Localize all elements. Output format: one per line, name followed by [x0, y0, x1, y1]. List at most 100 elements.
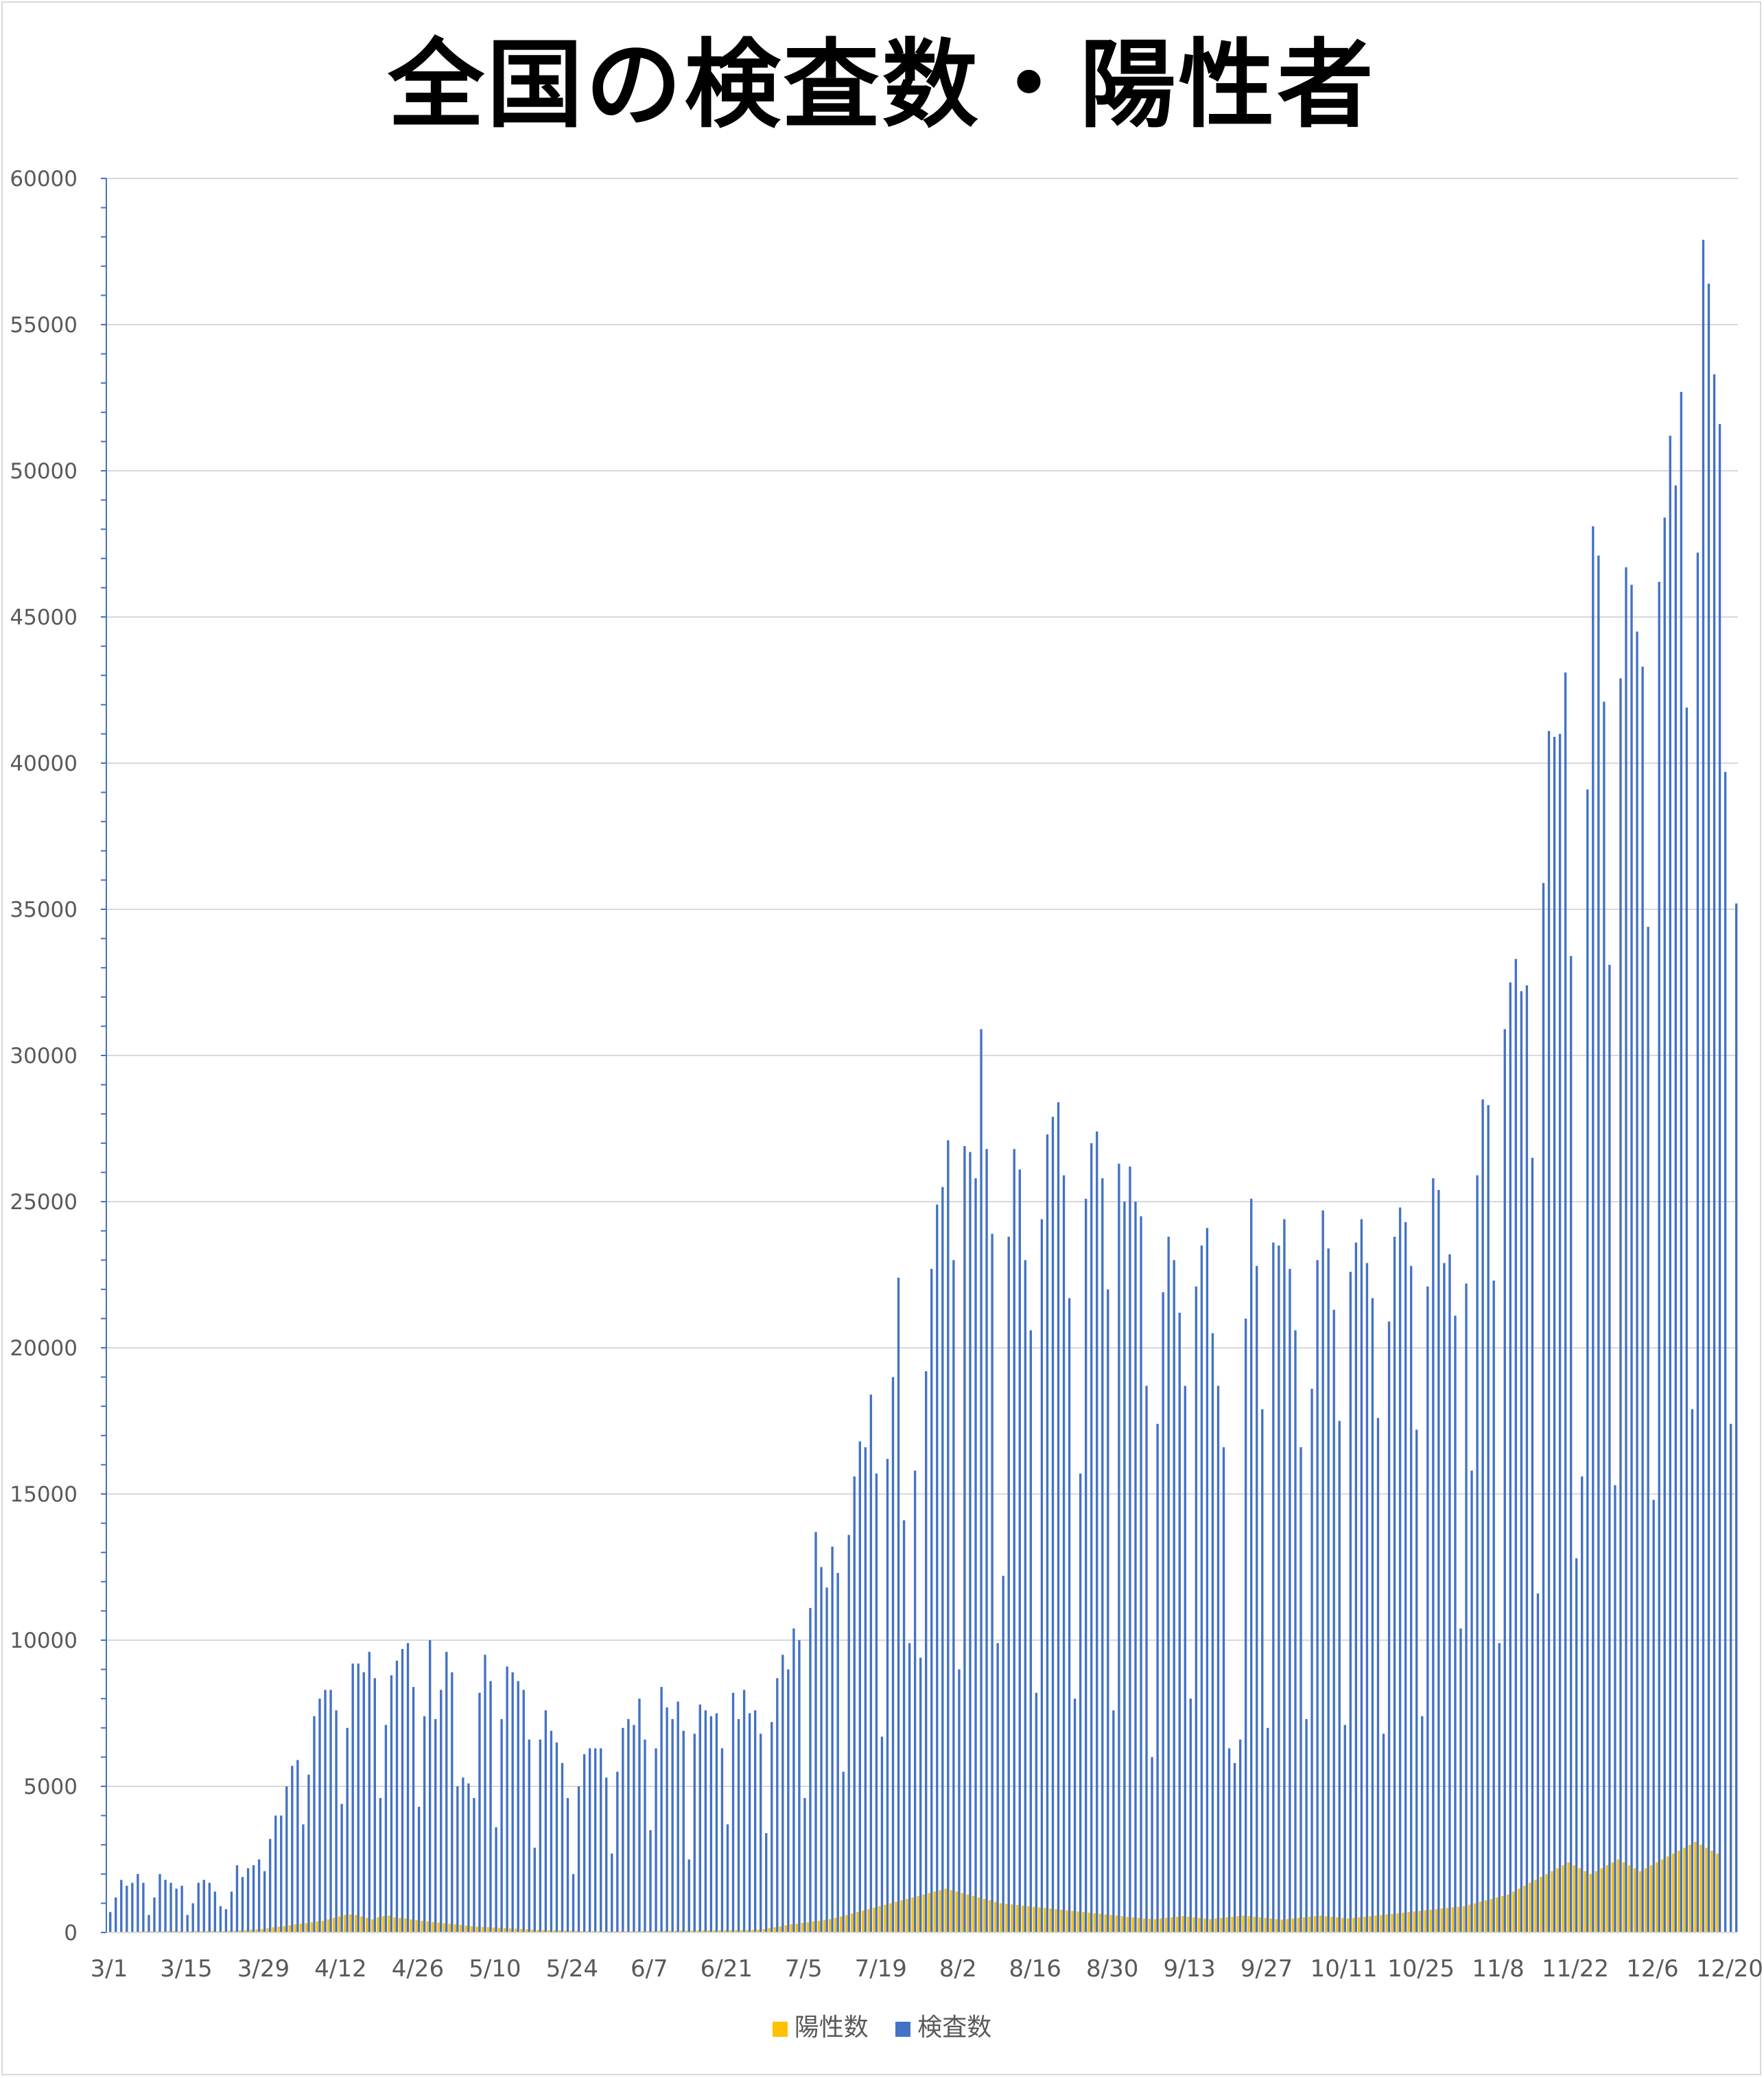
bar-tests [693, 1733, 696, 1933]
bar-positive [1567, 1862, 1570, 1933]
bar-positive [862, 1911, 865, 1933]
bar-tests [1090, 1143, 1093, 1933]
bar-tests [539, 1739, 542, 1933]
bar-positive [1501, 1895, 1504, 1933]
bar-positive [1225, 1917, 1228, 1933]
bar-tests [1300, 1447, 1302, 1933]
bar-tests [423, 1716, 426, 1933]
bar-tests [1625, 567, 1627, 1933]
bar-tests [720, 1748, 724, 1933]
bar-tests [544, 1710, 548, 1933]
bar-tests [1393, 1237, 1396, 1933]
legend-item-tests: 検査数 [895, 2007, 991, 2043]
bar-tests [880, 1736, 884, 1933]
bar-positive [988, 1900, 991, 1933]
bars [106, 240, 1738, 1933]
bar-positive [1203, 1918, 1206, 1933]
bar-tests [373, 1678, 377, 1933]
bar-positive [194, 1930, 198, 1933]
bar-tests [1227, 1748, 1231, 1933]
bar-tests [1101, 1178, 1104, 1933]
bar-positive [850, 1913, 854, 1933]
bar-tests [495, 1827, 497, 1933]
bar-tests [1029, 1330, 1033, 1933]
bar-tests [704, 1710, 707, 1933]
bar-tests [246, 1868, 250, 1933]
bar-positive [464, 1925, 467, 1933]
x-tick-label: 9/13 [1163, 1955, 1215, 1983]
bar-tests [919, 1657, 922, 1933]
bar-positive [1716, 1853, 1719, 1933]
bar-tests [897, 1277, 900, 1933]
bar-tests [1387, 1321, 1391, 1933]
bar-positive [1578, 1868, 1581, 1933]
bar-tests [760, 1733, 762, 1933]
bar-tests [1310, 1388, 1313, 1933]
bar-positive [1534, 1880, 1537, 1933]
bar-tests [1332, 1309, 1335, 1933]
bar-positive [1611, 1862, 1614, 1933]
bar-positive [305, 1923, 307, 1933]
bar-positive [1545, 1873, 1548, 1933]
bar-positive [211, 1930, 214, 1933]
bar-tests [1729, 1423, 1732, 1933]
bar-tests [677, 1701, 679, 1933]
bar-tests [335, 1710, 338, 1933]
bar-tests [158, 1873, 161, 1933]
bar-tests [417, 1806, 421, 1933]
bar-positive [327, 1919, 330, 1933]
bar-positive [817, 1920, 821, 1933]
bar-tests [886, 1458, 889, 1933]
bar-positive [999, 1903, 1002, 1933]
bar-tests [1349, 1272, 1352, 1933]
bar-tests [925, 1371, 928, 1933]
bar-positive [1385, 1914, 1388, 1933]
bar-tests [280, 1815, 283, 1933]
bar-tests [660, 1687, 663, 1933]
bar-tests [1007, 1237, 1010, 1933]
bar-positive [299, 1924, 302, 1933]
x-axis-tick-labels: 3/1 3/15 3/29 4/12 4/26 5/10 5/24 6/7 6/21 7/5 7/1… [91, 1955, 1763, 1983]
bar-tests [1018, 1169, 1021, 1933]
bar-tests [902, 1520, 906, 1933]
bar-positive [1700, 1845, 1702, 1933]
bar-tests [1024, 1260, 1026, 1933]
bar-tests [1156, 1423, 1159, 1933]
bar-tests [1476, 1175, 1479, 1933]
bar-positive [878, 1906, 881, 1933]
bar-tests [1658, 581, 1660, 1933]
bar-tests [1465, 1283, 1468, 1933]
bar-tests [682, 1731, 685, 1933]
bar-positive [856, 1912, 859, 1933]
bar-positive [1330, 1916, 1333, 1933]
bar-positive [575, 1930, 578, 1933]
bar-positive [972, 1895, 975, 1933]
bar-tests [164, 1880, 167, 1933]
bar-positive [1671, 1853, 1675, 1933]
bar-tests [825, 1587, 828, 1933]
bar-tests [1238, 1739, 1242, 1933]
bar-tests [1641, 666, 1644, 1933]
bar-positive [983, 1899, 986, 1933]
bar-tests [1068, 1298, 1071, 1933]
bar-tests [809, 1608, 812, 1933]
bar-tests [561, 1762, 564, 1933]
bar-tests [864, 1447, 867, 1933]
bar-tests [847, 1534, 850, 1933]
bar-positive [746, 1930, 749, 1933]
bar-tests [1167, 1237, 1170, 1933]
x-tick-label: 7/5 [785, 1955, 823, 1983]
bar-positive [1192, 1917, 1195, 1933]
bar-tests [1382, 1733, 1385, 1933]
bar-positive [795, 1924, 798, 1933]
bar-tests [1145, 1386, 1148, 1933]
bar-positive [1181, 1916, 1184, 1933]
bar-positive [470, 1926, 473, 1933]
bar-tests [1542, 883, 1545, 1933]
x-tick-label: 3/1 [91, 1955, 128, 1983]
bar-tests [1724, 771, 1727, 1933]
bar-positive [1440, 1908, 1443, 1933]
bar-positive [1247, 1916, 1250, 1933]
bar-tests [1057, 1102, 1060, 1933]
